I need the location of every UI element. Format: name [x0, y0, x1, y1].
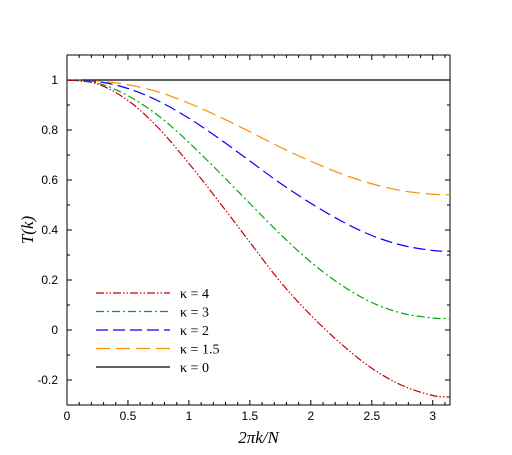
y-tick-label: 0.8 — [41, 123, 58, 137]
y-axis-title: T(k) — [18, 216, 37, 245]
plot-frame — [66, 54, 451, 406]
series-line-2 — [66, 79, 451, 252]
x-tick-label: 2 — [307, 409, 314, 423]
legend-label-0: κ = 4 — [180, 287, 209, 302]
x-tick-label: 2.5 — [363, 409, 380, 423]
x-tick-label: 0 — [64, 409, 71, 423]
legend-label-3: κ = 1.5 — [180, 343, 219, 358]
series-line-1 — [66, 79, 451, 320]
y-tick-label: -0.2 — [37, 373, 58, 387]
y-tick-label: 0.2 — [41, 273, 58, 287]
legend: κ = 4 κ = 3 κ = 2 κ = 1.5 κ = 0 — [96, 287, 219, 376]
series-line-3 — [66, 79, 451, 196]
x-tick-label: 1 — [186, 409, 193, 423]
y-tick-label: 0.6 — [41, 173, 58, 187]
x-axis-title: 2πk/N — [238, 428, 280, 447]
y-tick-label: 0.4 — [41, 223, 58, 237]
x-tick-label: 3 — [429, 409, 436, 423]
series-lines — [66, 79, 451, 398]
x-axis-ticks: 0 0.5 1 1.5 2 2.5 3 — [64, 55, 446, 423]
y-tick-label: 0 — [51, 323, 58, 337]
legend-label-2: κ = 2 — [180, 324, 209, 339]
legend-label-1: κ = 3 — [180, 306, 209, 321]
series-line-0 — [66, 79, 451, 398]
legend-label-4: κ = 0 — [180, 361, 209, 376]
x-tick-label: 0.5 — [120, 409, 137, 423]
x-tick-label: 1.5 — [242, 409, 259, 423]
y-tick-label: 1 — [51, 73, 58, 87]
y-axis-ticks: -0.2 0 0.2 0.4 0.6 0.8 1 — [37, 54, 450, 406]
